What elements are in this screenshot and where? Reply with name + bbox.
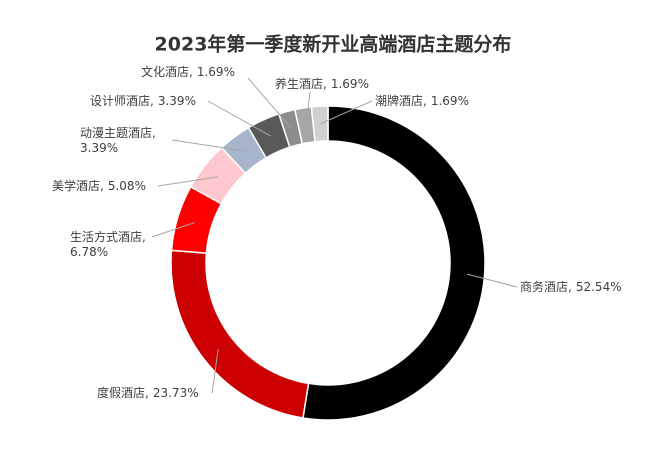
label-value: 52.54% bbox=[576, 280, 622, 294]
leader-line bbox=[320, 100, 373, 125]
label-separator: , bbox=[189, 65, 193, 79]
data-label: 养生酒店, 1.69% bbox=[275, 76, 369, 91]
data-label: 设计师酒店, 3.39% bbox=[90, 94, 196, 108]
label-category: 动漫主题酒店 bbox=[80, 126, 152, 140]
data-label: 美学酒店, 5.08% bbox=[52, 178, 146, 193]
data-label: 商务酒店, 52.54% bbox=[520, 279, 622, 294]
label-category: 潮牌酒店 bbox=[375, 93, 423, 108]
donut-slice bbox=[310, 105, 329, 143]
label-value: 1.69% bbox=[197, 65, 235, 79]
leader-line bbox=[466, 273, 518, 288]
leader-line bbox=[157, 176, 219, 187]
label-value: 6.78% bbox=[70, 245, 108, 259]
leader-line bbox=[207, 100, 271, 137]
data-label: 潮牌酒店, 1.69% bbox=[375, 93, 469, 108]
label-separator: , bbox=[423, 94, 427, 108]
label-value: 5.08% bbox=[108, 179, 146, 193]
leader-line bbox=[247, 77, 292, 129]
label-separator: , bbox=[100, 179, 104, 193]
label-separator: , bbox=[152, 126, 156, 140]
label-category: 生活方式酒店 bbox=[70, 229, 142, 244]
label-category: 养生酒店 bbox=[275, 76, 323, 91]
label-separator: , bbox=[323, 77, 327, 91]
chart-title: 2023年第一季度新开业高端酒店主题分布 bbox=[155, 33, 512, 56]
leader-line bbox=[211, 348, 219, 394]
data-label: 生活方式酒店, 6.78% bbox=[70, 229, 146, 259]
leader-line bbox=[305, 91, 311, 126]
label-category: 商务酒店 bbox=[520, 279, 568, 294]
data-label: 文化酒店, 1.69% bbox=[141, 64, 235, 79]
label-separator: , bbox=[568, 280, 572, 294]
label-value: 1.69% bbox=[331, 77, 369, 91]
leader-line bbox=[151, 222, 195, 238]
label-separator: , bbox=[145, 386, 149, 400]
label-category: 文化酒店 bbox=[141, 64, 189, 79]
label-category: 度假酒店 bbox=[97, 385, 145, 400]
data-label: 动漫主题酒店, 3.39% bbox=[80, 126, 156, 155]
label-value: 3.39% bbox=[80, 141, 118, 155]
label-category: 设计师酒店 bbox=[90, 94, 150, 108]
label-value: 23.73% bbox=[153, 386, 199, 400]
data-label: 度假酒店, 23.73% bbox=[97, 385, 199, 400]
label-separator: , bbox=[150, 94, 154, 108]
leader-line bbox=[171, 139, 245, 152]
donut-slice bbox=[302, 105, 486, 421]
label-value: 1.69% bbox=[431, 94, 469, 108]
label-separator: , bbox=[142, 230, 146, 244]
label-category: 美学酒店 bbox=[52, 178, 100, 193]
label-value: 3.39% bbox=[158, 94, 196, 108]
